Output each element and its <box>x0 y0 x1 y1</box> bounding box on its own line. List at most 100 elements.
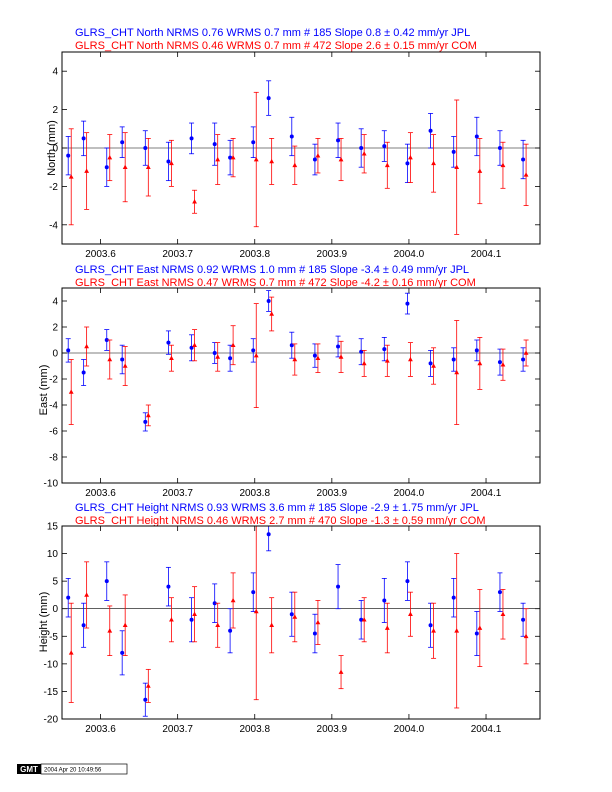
north-com-point <box>230 155 236 160</box>
north-jpl-point <box>497 146 502 150</box>
height-xtick-label: 2004.0 <box>394 724 425 735</box>
height-jpl-point <box>521 617 526 622</box>
height-ytick-label: 0 <box>52 604 58 615</box>
height-com-point <box>215 622 221 628</box>
height-axes-frame <box>61 525 541 720</box>
east-jpl-point <box>266 299 271 303</box>
north-jpl-point <box>66 153 71 158</box>
height-xtick-label: 2003.8 <box>239 724 270 735</box>
east-header-jpl: GLRS_CHT East NRMS 0.92 WRMS 1.0 mm # 18… <box>75 264 469 276</box>
north-ytick-label: 4 <box>52 67 58 78</box>
north-xtick-label: 2003.6 <box>85 249 116 260</box>
height-ytick-label: -20 <box>44 715 59 726</box>
north-jpl-point <box>451 149 456 154</box>
height-com-point <box>454 628 460 633</box>
north-header-com: GLRS_CHT North NRMS 0.46 WRMS 0.7 mm # 4… <box>75 40 477 52</box>
east-jpl-point <box>382 347 387 352</box>
north-com-point <box>500 162 506 168</box>
timestamp-box <box>40 763 128 775</box>
north-com-point <box>292 162 298 168</box>
east-com-point <box>145 412 151 418</box>
north-jpl-point <box>428 128 433 133</box>
height-com-point <box>408 611 413 617</box>
north-jpl-point <box>266 96 271 101</box>
east-jpl-point <box>405 301 410 306</box>
north-jpl-point <box>382 144 387 149</box>
east-com-point <box>253 353 259 358</box>
north-com-point <box>145 164 151 169</box>
east-com-point <box>408 356 413 362</box>
east-com-point <box>269 311 275 316</box>
north-com-point <box>253 156 259 162</box>
height-jpl-point <box>451 595 456 600</box>
height-jpl-point <box>143 697 148 702</box>
height-com-point <box>315 619 321 625</box>
north-jpl-point <box>104 165 109 170</box>
height-com-point <box>107 628 113 633</box>
east-jpl-point <box>143 419 148 424</box>
east-com-point <box>292 356 298 362</box>
east-jpl-point <box>66 348 71 353</box>
north-jpl-point <box>312 157 317 162</box>
height-ytick-label: 10 <box>47 549 59 560</box>
north-com-point <box>192 199 197 204</box>
height-com-point <box>169 617 174 622</box>
east-jpl-point <box>81 370 86 375</box>
north-com-point <box>361 151 367 156</box>
height-jpl-point <box>312 631 317 636</box>
east-com-point <box>215 354 221 359</box>
height-xtick-label: 2003.9 <box>317 724 348 735</box>
north-com-point <box>477 168 483 173</box>
east-panel: GLRS_CHT East NRMS 0.92 WRMS 1.0 mm # 18… <box>38 264 541 499</box>
height-xtick-label: 2003.6 <box>85 724 116 735</box>
gmt-logo-text: GMT <box>20 765 38 774</box>
height-com-point <box>500 611 506 617</box>
height-jpl-point <box>289 612 294 617</box>
gmt-stamp: GMT 2004 Apr 20 10:49:56 <box>17 763 128 775</box>
east-com-point <box>68 389 74 394</box>
east-com-point <box>384 358 390 363</box>
north-jpl-point <box>120 140 125 145</box>
east-jpl-point <box>104 338 109 342</box>
north-jpl-point <box>474 134 479 139</box>
north-jpl-point <box>289 134 294 139</box>
east-jpl-point <box>166 340 171 345</box>
height-jpl-point <box>336 584 341 589</box>
east-com-point <box>107 356 113 362</box>
height-jpl-point <box>251 590 256 595</box>
north-jpl-point <box>81 136 86 141</box>
north-jpl-point <box>359 146 364 150</box>
north-com-point <box>315 153 321 158</box>
north-jpl-point <box>212 142 217 147</box>
east-jpl-point <box>120 357 125 362</box>
north-com-point <box>107 155 113 160</box>
height-jpl-point <box>428 623 433 628</box>
height-ytick-label: -5 <box>49 632 58 643</box>
height-jpl-point <box>474 631 479 636</box>
east-com-point <box>431 363 436 368</box>
east-ytick-label: 4 <box>52 297 58 308</box>
height-ytick-label: 15 <box>47 522 59 533</box>
north-xtick-label: 2003.8 <box>239 249 270 260</box>
height-jpl-point <box>266 532 271 537</box>
north-com-point <box>269 158 275 164</box>
height-com-point <box>269 622 275 628</box>
east-xtick-label: 2004.0 <box>394 488 425 499</box>
north-com-point <box>169 160 174 166</box>
height-jpl-point <box>189 617 194 622</box>
east-jpl-point <box>312 353 317 358</box>
east-com-point <box>122 363 128 368</box>
north-com-point <box>84 168 90 173</box>
height-ytick-label: -10 <box>44 659 59 670</box>
height-com-point <box>384 625 390 630</box>
height-com-point <box>230 597 236 603</box>
north-xtick-label: 2004.1 <box>471 249 502 260</box>
height-com-point <box>122 622 128 628</box>
east-xtick-label: 2004.1 <box>471 488 502 499</box>
height-com-point <box>292 614 298 619</box>
east-com-point <box>192 342 197 347</box>
north-com-point <box>431 160 436 166</box>
height-com-point <box>84 592 90 597</box>
east-com-point <box>315 355 321 360</box>
height-com-point <box>431 628 436 633</box>
